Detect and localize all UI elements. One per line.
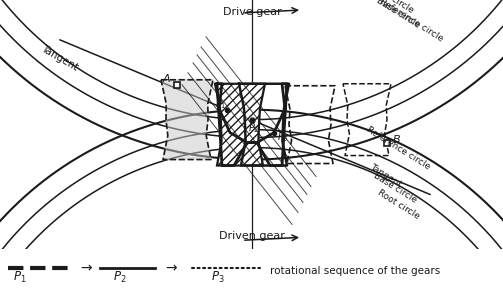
Text: $A$: $A$ bbox=[162, 72, 172, 84]
Text: $P_2$: $P_2$ bbox=[248, 122, 260, 135]
Text: $P_1$: $P_1$ bbox=[13, 270, 27, 285]
Text: Drive gear: Drive gear bbox=[223, 7, 281, 17]
Text: $P_2$: $P_2$ bbox=[113, 270, 127, 285]
Polygon shape bbox=[215, 84, 265, 165]
Text: $P_1$: $P_1$ bbox=[215, 98, 226, 112]
Text: Tangent: Tangent bbox=[368, 163, 403, 189]
Text: $P_3$: $P_3$ bbox=[211, 270, 225, 285]
Text: Base circle: Base circle bbox=[372, 171, 418, 204]
Text: Reference circle: Reference circle bbox=[365, 125, 432, 171]
Text: $\rightarrow$: $\rightarrow$ bbox=[163, 260, 179, 274]
Text: Driven gear: Driven gear bbox=[219, 231, 285, 241]
Text: $B$: $B$ bbox=[392, 133, 401, 145]
Polygon shape bbox=[161, 80, 213, 160]
Text: $P_3$: $P_3$ bbox=[277, 131, 289, 144]
Text: Reference circle: Reference circle bbox=[378, 0, 445, 44]
Text: Root circle: Root circle bbox=[370, 0, 415, 15]
Text: Tangent: Tangent bbox=[39, 43, 79, 72]
Text: $\rightarrow$: $\rightarrow$ bbox=[78, 260, 94, 274]
Text: Root circle: Root circle bbox=[376, 188, 422, 221]
Text: rotational sequence of the gears: rotational sequence of the gears bbox=[270, 266, 440, 276]
Text: Base circle: Base circle bbox=[375, 0, 422, 30]
